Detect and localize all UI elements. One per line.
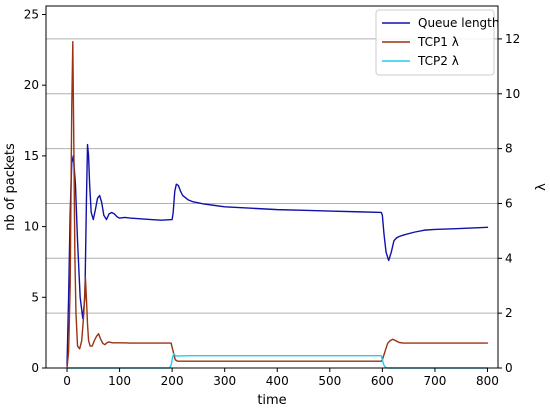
y-right-tick-label: 8 [505,142,513,156]
y-right-tick-label: 0 [505,361,513,375]
legend: Queue length TCP1 λ TCP2 λ [375,9,500,76]
x-axis-label: time [257,393,286,408]
y-right-tick-label: 2 [505,306,513,320]
legend-entry: TCP1 λ [417,35,459,49]
gridlines [46,38,498,314]
y-left-tick-label: 20 [24,78,39,92]
x-tick-label: 100 [108,374,131,388]
y-right-tick-label: 12 [505,32,520,46]
y-axis-right-label: λ [534,183,549,191]
y-axis-left-label: nb of packets [3,143,18,231]
y-left-tick-label: 15 [24,149,39,163]
y-right-tick-label: 6 [505,196,513,210]
series-line-tcp1 [66,40,489,369]
x-tick-label: 400 [266,374,289,388]
series-layer [66,40,489,369]
x-tick-label: 500 [318,374,341,388]
x-tick-label: 700 [423,374,446,388]
y-axis-left: 0 5 10 15 20 25 [24,7,46,375]
series-line-queue-length [66,143,489,366]
y-axis-right: 0 2 4 6 8 10 12 [498,32,520,375]
x-tick-label: 200 [161,374,184,388]
y-left-tick-label: 10 [24,220,39,234]
y-left-tick-label: 0 [31,361,39,375]
x-tick-label: 300 [213,374,236,388]
legend-entry: Queue length [418,16,500,30]
y-right-tick-label: 10 [505,87,520,101]
x-tick-label: 0 [63,374,71,388]
x-tick-label: 800 [476,374,499,388]
y-right-tick-label: 4 [505,251,513,265]
x-tick-label: 600 [371,374,394,388]
x-axis: 0 100 200 300 400 500 600 700 800 [63,368,499,388]
legend-entry: TCP2 λ [417,54,459,68]
y-left-tick-label: 25 [24,7,39,21]
legend-box [375,9,495,76]
plot-frame [45,5,499,369]
y-left-tick-label: 5 [31,290,39,304]
